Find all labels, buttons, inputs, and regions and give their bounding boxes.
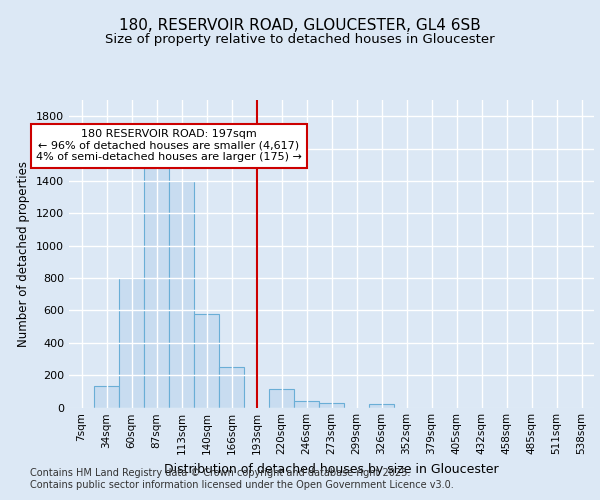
Y-axis label: Number of detached properties: Number of detached properties xyxy=(17,161,31,347)
Bar xyxy=(194,314,219,408)
Bar xyxy=(269,389,294,407)
Bar xyxy=(144,168,169,408)
Bar xyxy=(219,367,244,408)
Text: Contains HM Land Registry data © Crown copyright and database right 2025.
Contai: Contains HM Land Registry data © Crown c… xyxy=(30,468,454,490)
X-axis label: Distribution of detached houses by size in Gloucester: Distribution of detached houses by size … xyxy=(164,463,499,476)
Text: Size of property relative to detached houses in Gloucester: Size of property relative to detached ho… xyxy=(105,32,495,46)
Text: 180 RESERVOIR ROAD: 197sqm
← 96% of detached houses are smaller (4,617)
4% of se: 180 RESERVOIR ROAD: 197sqm ← 96% of deta… xyxy=(36,129,302,162)
Bar xyxy=(94,386,119,407)
Bar xyxy=(369,404,394,407)
Bar xyxy=(294,401,319,407)
Bar xyxy=(169,181,194,408)
Bar xyxy=(119,278,144,407)
Text: 180, RESERVOIR ROAD, GLOUCESTER, GL4 6SB: 180, RESERVOIR ROAD, GLOUCESTER, GL4 6SB xyxy=(119,18,481,32)
Bar xyxy=(319,402,344,407)
